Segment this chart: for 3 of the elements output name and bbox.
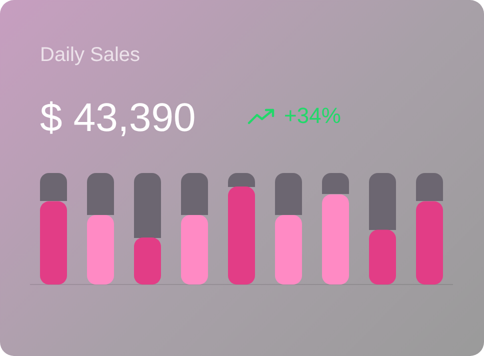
chart-subtitle: $ 43,390 bbox=[40, 96, 196, 141]
text: +34% bbox=[284, 103, 341, 129]
chart-title: Daily Sales bbox=[40, 44, 140, 67]
